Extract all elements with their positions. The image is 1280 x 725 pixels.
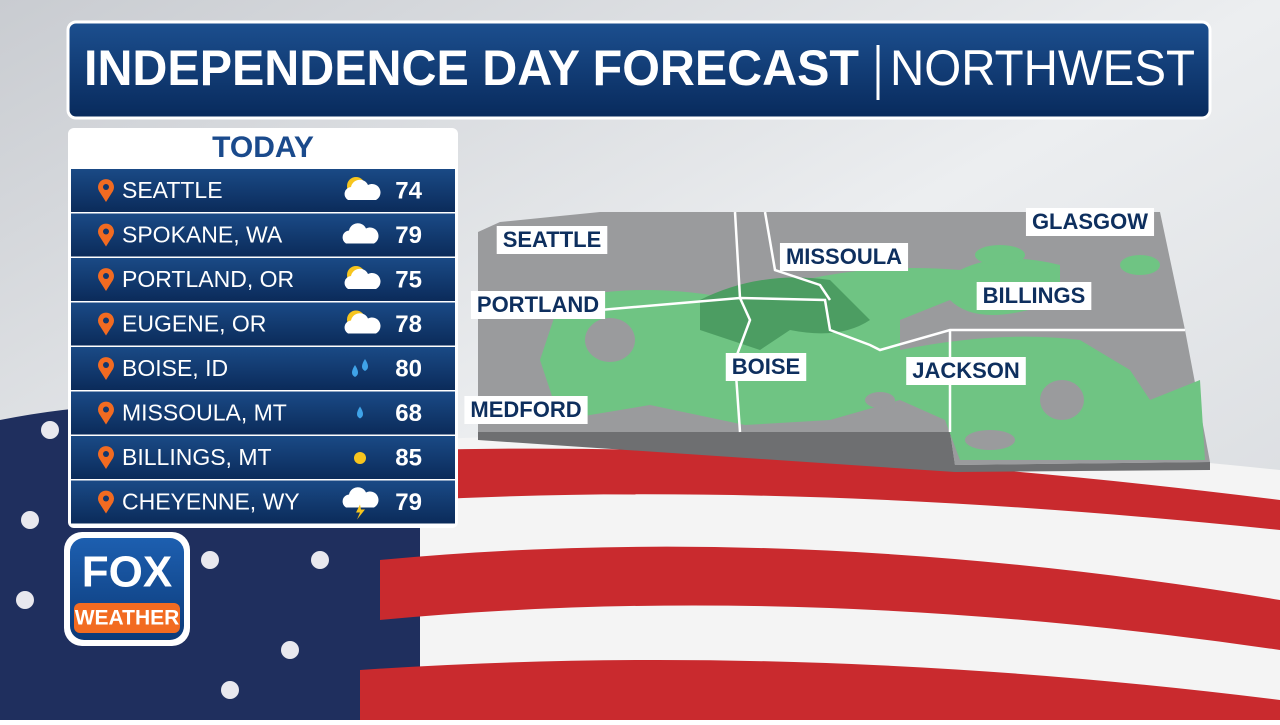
city-label: BILLINGS <box>976 282 1092 310</box>
city-label: MEDFORD <box>464 396 588 424</box>
temperature: 85 <box>395 444 422 471</box>
cloud-icon <box>344 268 381 289</box>
pin-icon <box>97 446 114 469</box>
cloud-icon <box>342 487 379 508</box>
city-label-text: BOISE <box>732 354 800 379</box>
forecast-row: CHEYENNE, WY 79 <box>71 480 455 524</box>
temperature: 68 <box>395 400 422 427</box>
forecast-row: SPOKANE, WA 79 <box>71 213 455 257</box>
pin-hole <box>103 406 109 413</box>
forecast-panel: TODAY SEATTLE 74 SPOKANE, WA 79 PORTLAND, OR… <box>68 128 458 528</box>
city-name: MISSOULA, MT <box>122 400 287 426</box>
label-background <box>1025 208 1155 236</box>
city-label-text: JACKSON <box>912 358 1020 383</box>
city-label-text: MEDFORD <box>470 397 581 422</box>
sun-icon <box>354 452 366 464</box>
pin-hole <box>103 273 109 279</box>
pin-hole <box>103 228 109 235</box>
row-background <box>71 436 455 479</box>
logo-brand: FOX <box>82 548 172 597</box>
label-background <box>470 291 606 319</box>
drop-icon <box>352 365 358 377</box>
logo: FOX WEATHER <box>64 532 190 646</box>
city-label-text: PORTLAND <box>477 292 599 317</box>
city-label: SEATTLE <box>496 226 608 254</box>
city-label-text: BILLINGS <box>983 283 1086 308</box>
header-title: INDEPENDENCE DAY FORECAST <box>84 40 859 96</box>
label-background <box>725 353 807 381</box>
city-label-text: GLASGOW <box>1032 209 1148 234</box>
city-label-text: SEATTLE <box>503 227 602 252</box>
row-background <box>71 258 455 301</box>
temperature: 74 <box>395 177 422 204</box>
header-region: NORTHWEST <box>890 40 1195 96</box>
map: SEATTLE PORTLAND MEDFORD BOISE MISSOULA JACKS… <box>464 208 1210 472</box>
pin-hole <box>103 362 109 368</box>
pin-icon <box>97 268 114 291</box>
label-background <box>779 243 909 271</box>
panel-title: TODAY <box>212 131 314 164</box>
drop-icon <box>362 359 368 371</box>
city-name: BOISE, ID <box>122 355 228 381</box>
row-background <box>71 213 455 257</box>
city-name: SPOKANE, WA <box>122 222 283 248</box>
forecast-row: PORTLAND, OR 75 <box>71 258 455 301</box>
city-label: JACKSON <box>906 357 1026 385</box>
pin-icon <box>97 490 114 514</box>
row-background <box>71 169 455 212</box>
label-background <box>976 282 1092 310</box>
forecast-row: BILLINGS, MT 85 <box>71 436 455 479</box>
city-name: SEATTLE <box>122 177 223 203</box>
pin-icon <box>97 179 114 202</box>
temperature: 75 <box>395 266 422 293</box>
temperature: 79 <box>395 489 422 516</box>
pin-icon <box>97 401 114 425</box>
forecast-row: SEATTLE 74 <box>71 169 455 212</box>
city-label: PORTLAND <box>470 291 606 319</box>
city-name: CHEYENNE, WY <box>122 489 300 515</box>
forecast-row: BOISE, ID 80 <box>71 347 455 390</box>
forecast-row: EUGENE, OR 78 <box>71 302 455 346</box>
row-background <box>71 480 455 524</box>
temperature: 79 <box>395 222 422 249</box>
city-name: PORTLAND, OR <box>122 266 294 292</box>
row-background <box>71 347 455 390</box>
label-background <box>496 226 608 254</box>
row-background <box>71 302 455 346</box>
row-background <box>71 391 455 435</box>
drop-icon <box>357 406 363 419</box>
label-background <box>906 357 1026 385</box>
city-label-text: MISSOULA <box>786 244 902 269</box>
logo-product: WEATHER <box>75 607 180 630</box>
city-label: BOISE <box>725 353 807 381</box>
temperature: 78 <box>395 311 422 338</box>
pin-icon <box>97 223 114 247</box>
cloud-icon <box>342 223 379 244</box>
cloud-icon <box>344 313 381 334</box>
forecast-row: MISSOULA, MT 68 <box>71 391 455 435</box>
temperature: 80 <box>395 355 422 382</box>
pin-icon <box>97 312 114 336</box>
city-label: MISSOULA <box>779 243 909 271</box>
label-background <box>464 396 588 424</box>
pin-hole <box>103 317 109 324</box>
city-name: BILLINGS, MT <box>122 444 272 470</box>
cloud-icon <box>344 179 381 200</box>
pin-hole <box>103 451 109 457</box>
pin-hole <box>103 495 109 502</box>
bolt-icon <box>356 504 365 520</box>
pin-hole <box>103 184 109 190</box>
city-name: EUGENE, OR <box>122 311 266 337</box>
header: INDEPENDENCE DAY FORECAST NORTHWEST <box>66 20 1212 120</box>
city-label: GLASGOW <box>1025 208 1155 236</box>
pin-icon <box>97 357 114 380</box>
